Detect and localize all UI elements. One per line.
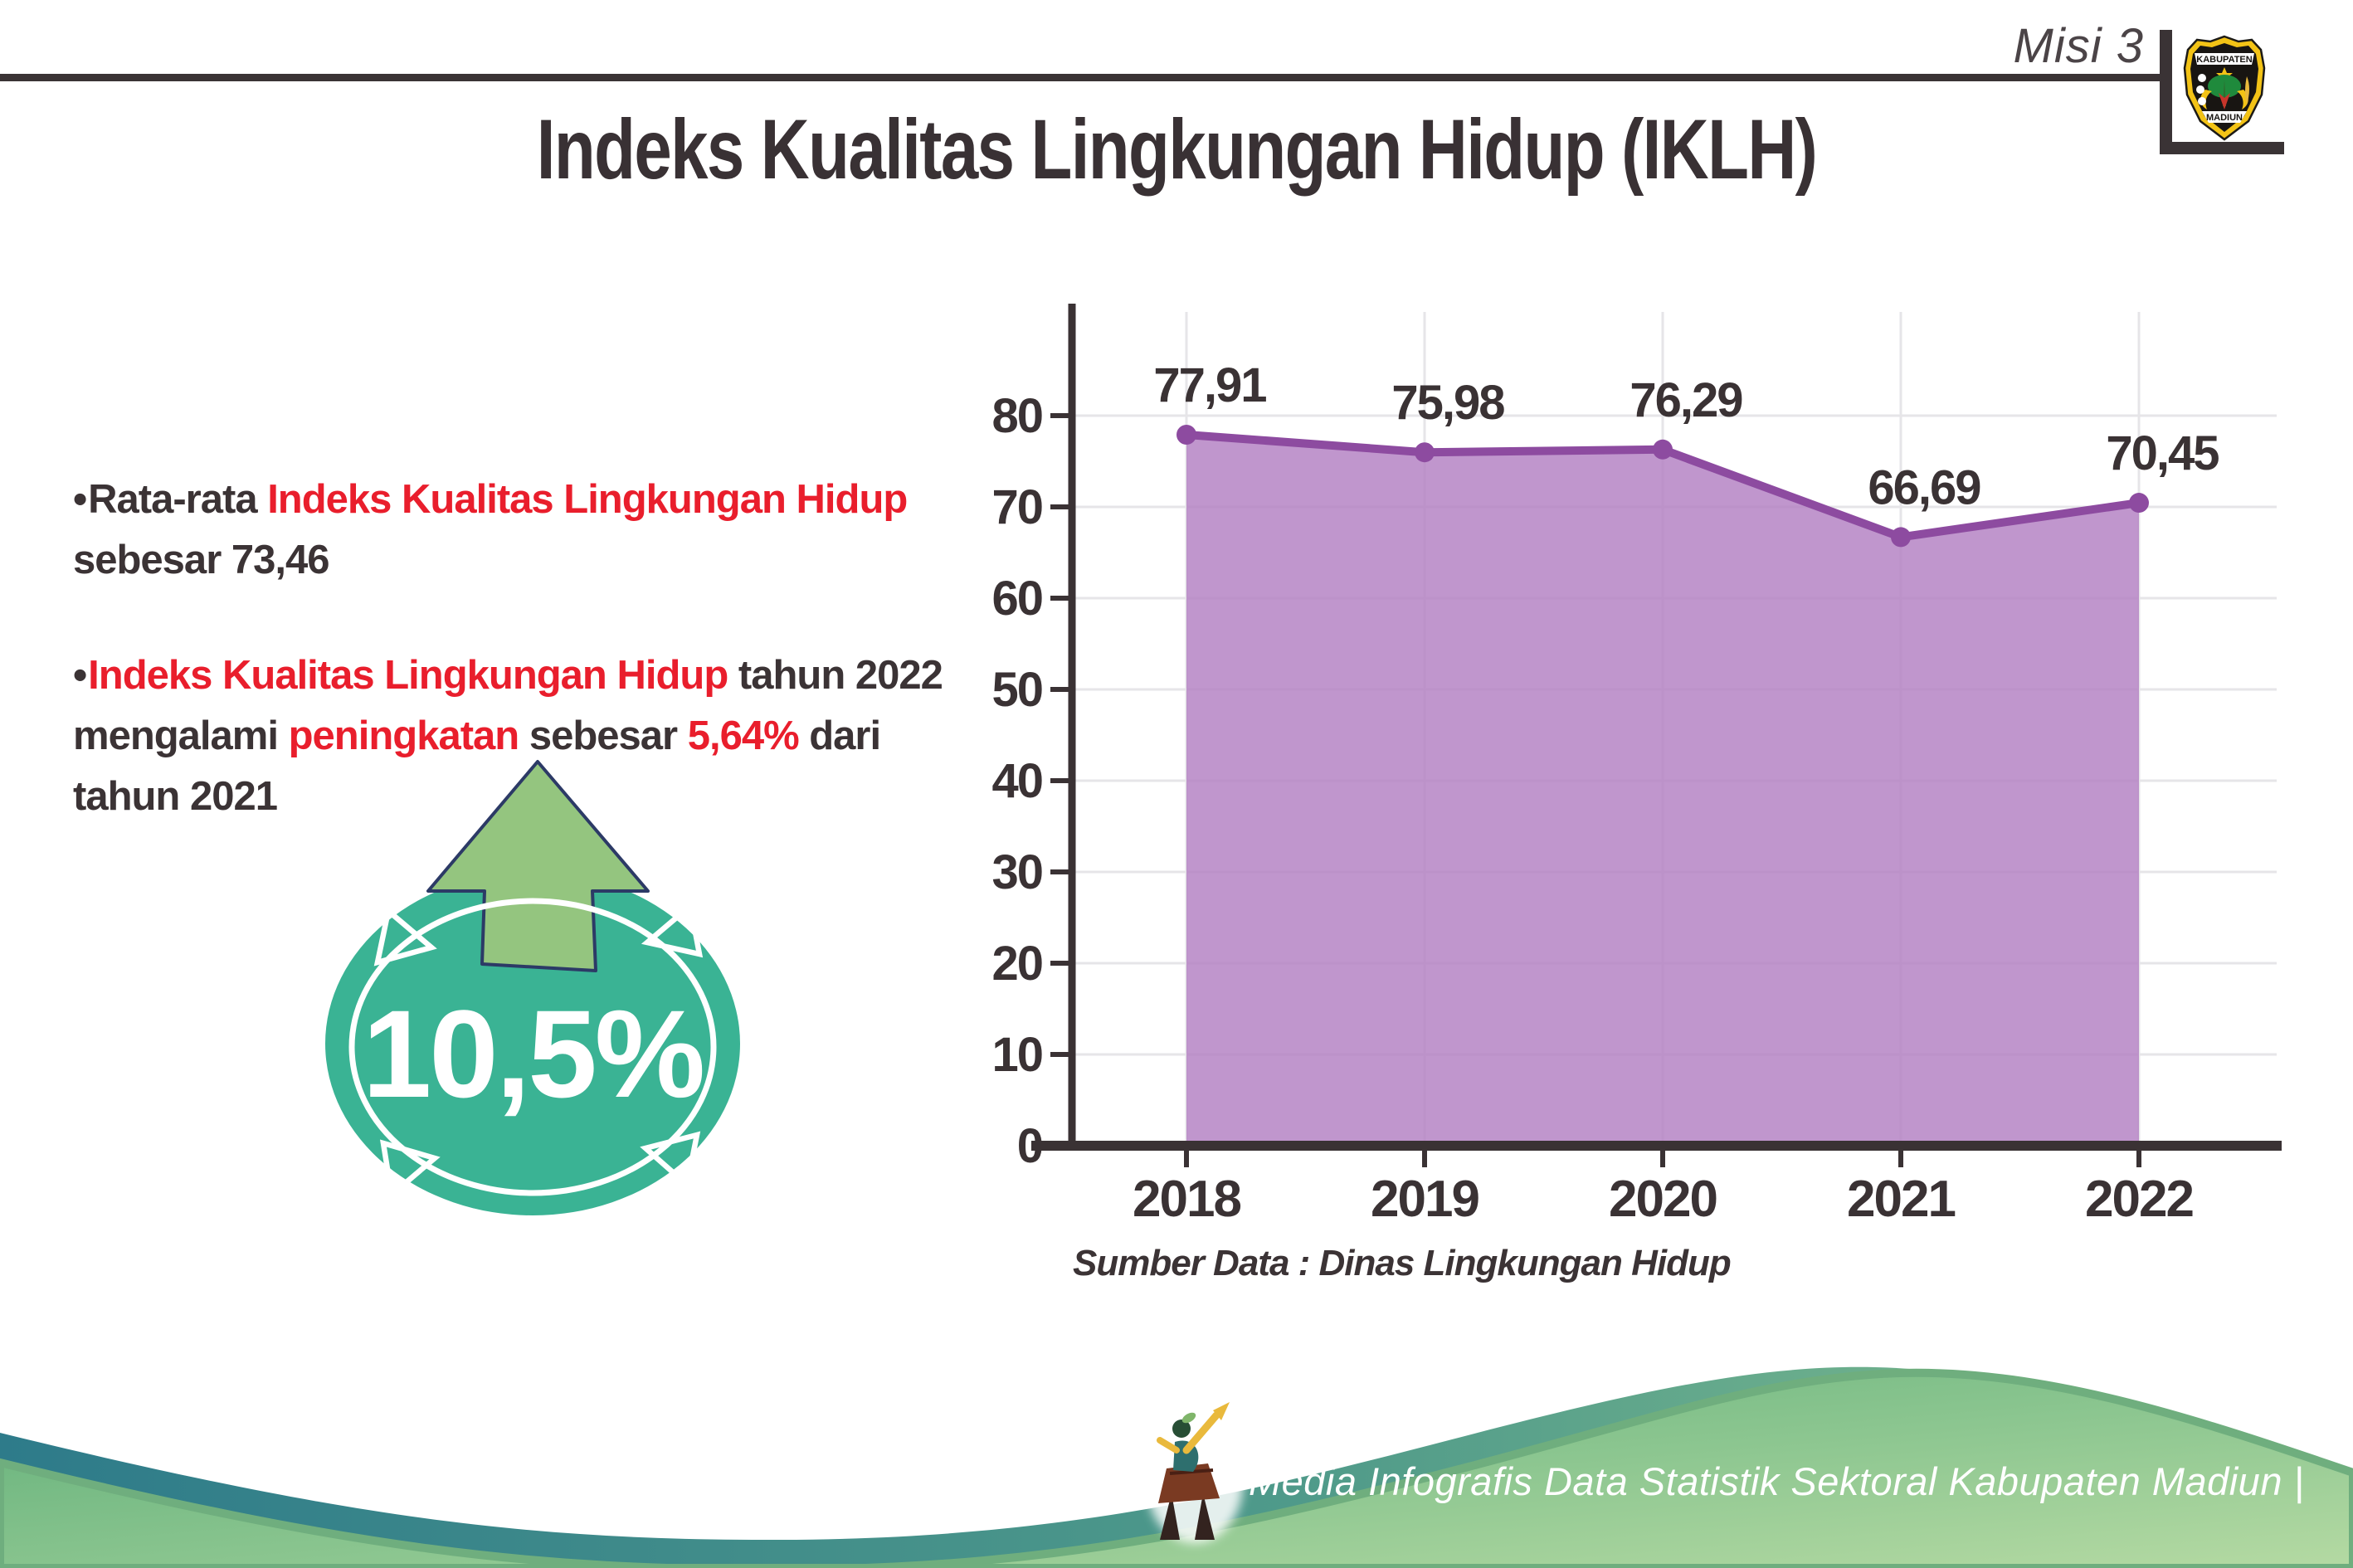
bullet-text-segment: dari [798, 713, 881, 758]
mascot-icon [1147, 1402, 1243, 1543]
bullet-text-segment: Indeks Kualitas Lingkungan Hidup [267, 477, 908, 522]
bullet-marker: • [73, 477, 87, 522]
chart-point [1415, 442, 1435, 463]
bullet-text-segment: tahun 2021 [73, 774, 278, 819]
bullet-item-2: •Indeks Kualitas Lingkungan Hidup tahun … [73, 645, 986, 827]
logo-flower-2 [2196, 85, 2204, 94]
y-tick-label: 30 [991, 845, 1042, 899]
bullet-text-segment: 5,64% [687, 713, 800, 758]
bullet-text-segment: mengalami [73, 713, 289, 758]
point-value-label: 77,91 [1153, 358, 1266, 412]
logo-wheat [2245, 76, 2249, 105]
bullet-marker: • [73, 653, 87, 698]
y-tick-label: 10 [991, 1028, 1042, 1082]
point-value-label: 66,69 [1868, 460, 1980, 514]
logo-bracket-horizontal [2160, 142, 2284, 154]
misi-label: Misi 3 [2013, 19, 2144, 73]
logo-top-text: KABUPATEN [2196, 55, 2252, 65]
y-tick-label: 20 [991, 937, 1042, 991]
chart-point [1176, 424, 1196, 445]
bullet-text-segment: tahun 2022 [728, 653, 943, 698]
logo-bracket-vertical [2160, 30, 2172, 154]
x-tick-label: 2022 [2085, 1171, 2193, 1228]
kabupaten-madiun-logo: KABUPATEN MADIUN [2183, 35, 2266, 141]
logo-center-ornament [2219, 93, 2230, 110]
bullet-text-segment: Rata-rata [88, 477, 268, 522]
y-tick-label: 80 [991, 389, 1042, 443]
y-tick-label: 50 [991, 663, 1042, 717]
point-value-label: 76,29 [1630, 373, 1742, 427]
bullet-item-1: •Rata-rata Indeks Kualitas Lingkungan Hi… [73, 470, 986, 591]
x-tick-label: 2020 [1609, 1171, 1717, 1228]
footer-green-wave [0, 1368, 2353, 1568]
header-divider-line [0, 74, 2163, 81]
chart-source-note: Sumber Data : Dinas Lingkungan Hidup [1073, 1243, 1732, 1283]
bullet-text-segment: Indeks Kualitas Lingkungan Hidup [88, 653, 728, 698]
y-tick-label: 60 [991, 572, 1042, 626]
point-value-label: 75,98 [1391, 376, 1504, 430]
bullet-text-segment: sebesar 73,46 [73, 538, 329, 582]
chart-point [1891, 527, 1911, 548]
point-value-label: 70,45 [2106, 426, 2219, 480]
logo-bottom-text: MADIUN [2206, 113, 2243, 123]
bullet-text-segment: peningkatan [288, 713, 520, 758]
bullet-text-segment: sebesar [519, 713, 688, 758]
x-tick-label: 2019 [1371, 1171, 1479, 1228]
logo-flower-3 [2198, 97, 2206, 105]
x-tick-label: 2018 [1133, 1171, 1240, 1228]
y-tick-label: 40 [991, 754, 1042, 808]
logo-top-banner [2195, 53, 2254, 65]
summary-bullets: •Rata-rata Indeks Kualitas Lingkungan Hi… [73, 470, 986, 882]
y-tick-label: 70 [991, 480, 1042, 534]
chart-point [2129, 493, 2149, 514]
page-title: Indeks Kualitas Lingkungan Hidup (IKLH) [536, 102, 1818, 197]
logo-bottom-banner [2202, 111, 2247, 123]
chart-area-fill [1186, 434, 2139, 1146]
logo-flower-1 [2198, 74, 2206, 82]
x-tick-label: 2021 [1847, 1171, 1955, 1228]
chart-point [1653, 439, 1673, 460]
footer-credit: Media Infografis Data Statistik Sektoral… [1249, 1459, 2305, 1503]
